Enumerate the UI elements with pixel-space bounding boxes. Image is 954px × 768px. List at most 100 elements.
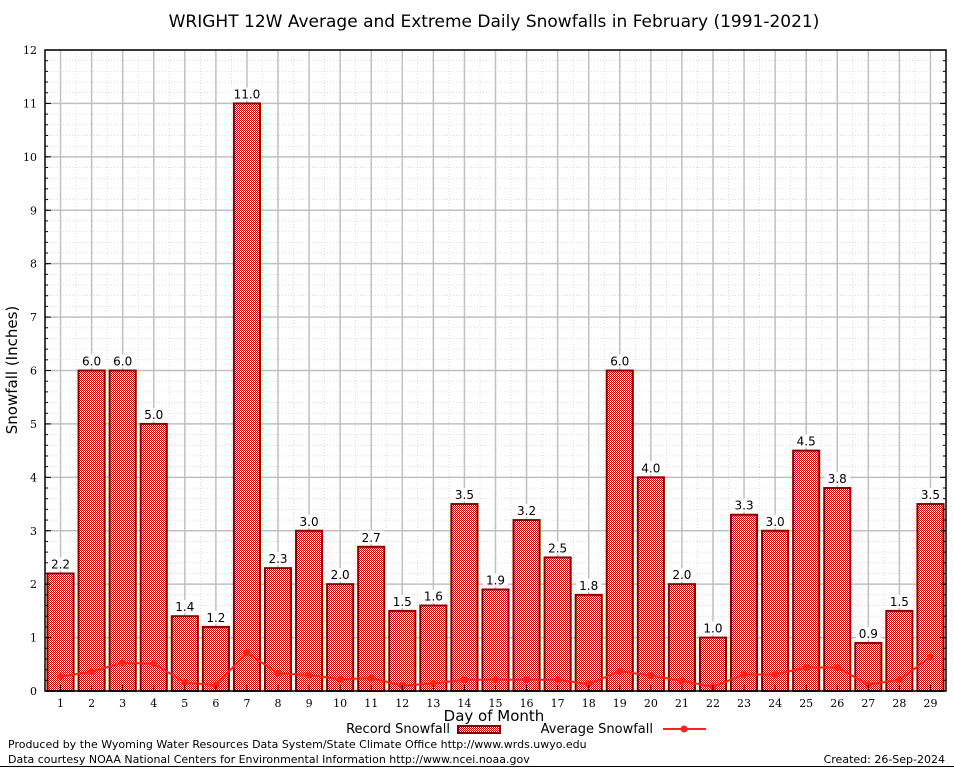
bar-day-21	[667, 583, 696, 693]
bar-label-bg	[700, 621, 726, 635]
bar-day-17	[543, 556, 572, 692]
average-point-day-11	[367, 674, 375, 682]
bar-day-20	[636, 476, 665, 693]
average-point-day-23	[740, 670, 748, 678]
bar-label-bg	[855, 626, 881, 640]
bar-day-23	[730, 513, 759, 692]
average-point-day-27	[864, 681, 872, 689]
y-tick-label: 10	[23, 151, 37, 164]
average-point-day-25	[802, 663, 810, 671]
bar-day-4	[139, 422, 168, 692]
average-point-day-15	[492, 676, 499, 684]
y-tick-label: 5	[30, 418, 37, 431]
footer-data-source: Data courtesy NOAA National Centers for …	[8, 753, 530, 766]
x-tick-label: 26	[830, 697, 844, 710]
bar-value-label: 1.0	[703, 622, 722, 636]
bar-label-bg	[141, 407, 167, 421]
bar-value-label: 5.0	[144, 408, 163, 422]
bar-day-18	[574, 593, 603, 692]
x-tick-label: 21	[675, 697, 689, 710]
bar-day-10	[326, 583, 355, 693]
bar-day-19	[605, 369, 634, 692]
bar-day-11	[357, 545, 386, 693]
y-axis-label: Snowfall (Inches)	[3, 306, 21, 434]
x-tick-label: 5	[181, 697, 188, 710]
footer-producer: Produced by the Wyoming Water Resources …	[8, 738, 587, 751]
bar-day-2	[77, 369, 106, 692]
average-point-day-14	[460, 676, 468, 684]
average-point-day-3	[119, 659, 127, 667]
bar-value-label: 1.8	[579, 579, 598, 593]
x-tick-label: 2	[88, 697, 95, 710]
bar-value-label: 3.2	[517, 504, 536, 518]
bar-value-label: 1.5	[890, 595, 909, 609]
bar-value-label: 2.0	[331, 568, 350, 582]
x-tick-label: 3	[119, 697, 126, 710]
x-tick-label: 13	[426, 697, 440, 710]
bar-label-bg	[110, 354, 136, 368]
x-tick-label: 17	[551, 697, 565, 710]
bar-label-bg	[483, 573, 508, 587]
x-tick-label: 28	[892, 697, 906, 710]
bar-label-bg	[296, 514, 322, 528]
x-tick-label: 6	[212, 697, 219, 710]
bar-value-label: 1.2	[206, 611, 225, 625]
x-tick-label: 20	[644, 697, 658, 710]
bar-label-bg	[762, 514, 788, 528]
average-point-day-21	[678, 677, 686, 685]
x-tick-label: 11	[364, 697, 378, 710]
bar-label-bg	[607, 354, 633, 368]
bar-label-bg	[265, 552, 291, 566]
bar-value-label: 6.0	[82, 355, 101, 369]
bar-value-label: 3.0	[766, 515, 785, 529]
average-point-day-26	[833, 663, 841, 671]
bar-day-12	[388, 609, 417, 692]
bar-value-label: 2.5	[548, 541, 567, 555]
legend: Record Snowfall Average Snowfall	[346, 722, 706, 737]
bar-value-label: 2.0	[672, 568, 691, 582]
bar-day-3	[108, 369, 137, 692]
bar-day-16	[512, 519, 541, 692]
bar-label-bg	[48, 557, 74, 571]
y-tick-label: 7	[30, 311, 37, 324]
x-tick-label: 14	[457, 697, 471, 710]
bar-value-label: 3.5	[921, 488, 940, 502]
average-point-day-29	[926, 653, 934, 661]
average-point-day-7	[243, 649, 251, 657]
chart-title: WRIGHT 12W Average and Extreme Daily Sno…	[169, 12, 820, 32]
bar-value-label: 1.9	[486, 574, 505, 588]
bar-day-9	[295, 529, 324, 692]
average-point-day-17	[554, 676, 562, 684]
bar-label-bg	[793, 434, 819, 448]
bar-value-label: 3.0	[300, 515, 319, 529]
bar-day-22	[698, 636, 728, 692]
bar-value-label: 0.9	[859, 627, 878, 641]
legend-marker-average	[680, 725, 688, 733]
bar-day-13	[419, 604, 448, 692]
bar-label-bg	[203, 610, 229, 624]
x-tick-label: 18	[582, 697, 596, 710]
legend-label-average: Average Snowfall	[541, 722, 653, 737]
bar-label-bg	[545, 541, 571, 555]
bar-label-bg	[824, 472, 850, 486]
y-tick-label: 11	[23, 97, 37, 110]
average-point-day-5	[181, 678, 189, 686]
bar-label-bg	[917, 488, 943, 502]
x-tick-label: 16	[520, 697, 534, 710]
bar-value-label: 3.3	[735, 499, 754, 513]
y-tick-label: 6	[30, 365, 37, 378]
average-point-day-19	[616, 667, 624, 675]
average-point-day-20	[647, 672, 655, 680]
average-point-day-4	[150, 660, 158, 668]
bar-value-label: 11.0	[234, 87, 261, 101]
y-tick-label: 8	[30, 258, 37, 271]
x-tick-label: 22	[706, 697, 720, 710]
legend-swatch-record	[457, 725, 501, 734]
y-tick-label: 0	[30, 685, 37, 698]
bar-day-7	[232, 102, 261, 692]
average-point-day-1	[57, 673, 65, 681]
x-tick-label: 7	[243, 697, 250, 710]
y-tick-label: 12	[23, 44, 37, 57]
bar-value-label: 4.5	[797, 435, 816, 449]
